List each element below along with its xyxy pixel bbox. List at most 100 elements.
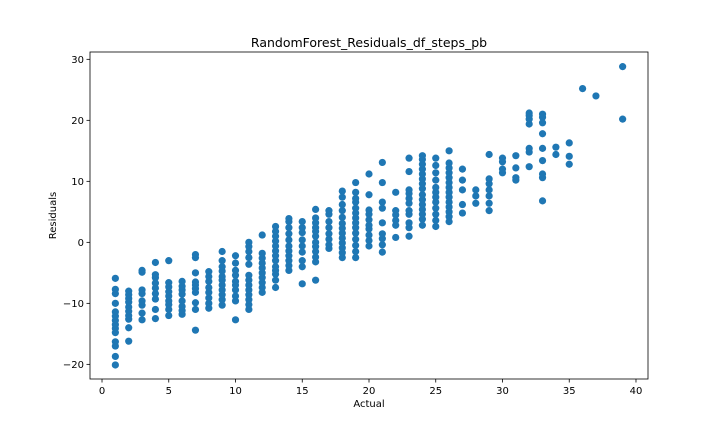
data-point (432, 176, 440, 184)
data-point (552, 150, 560, 159)
data-point (125, 324, 133, 332)
data-point (325, 224, 333, 232)
data-point (298, 257, 306, 265)
data-point (111, 308, 119, 316)
data-point (285, 242, 293, 250)
data-point (485, 150, 493, 159)
y-axis-label: Residuals (48, 192, 59, 239)
data-point (405, 219, 413, 227)
data-point (378, 241, 386, 249)
data-point (231, 277, 240, 285)
data-point (298, 248, 306, 256)
data-point (512, 152, 520, 160)
data-point (352, 254, 360, 262)
data-point (165, 279, 173, 287)
data-point (218, 247, 226, 256)
data-point (538, 130, 547, 138)
data-point (378, 204, 386, 212)
x-tick-label: 30 (496, 386, 509, 397)
data-point (312, 253, 320, 261)
data-point (565, 152, 573, 160)
data-point (258, 231, 266, 239)
data-point (325, 235, 333, 243)
data-point (338, 213, 346, 221)
data-point (365, 231, 373, 239)
data-point (485, 199, 493, 207)
data-point (218, 263, 226, 271)
data-point (178, 302, 186, 310)
data-point (205, 294, 213, 302)
data-point (338, 193, 346, 201)
data-point (231, 292, 240, 300)
data-point (191, 305, 200, 314)
data-point (138, 309, 146, 317)
data-point (485, 175, 493, 183)
data-point (338, 207, 346, 215)
data-point (365, 221, 373, 229)
data-point (538, 144, 547, 152)
data-point (485, 207, 493, 215)
data-point (165, 257, 173, 265)
data-point (191, 299, 200, 307)
data-point (218, 301, 226, 309)
data-point (432, 169, 440, 177)
data-point (619, 115, 627, 123)
data-point (365, 216, 373, 224)
data-point (298, 280, 306, 288)
data-point (271, 276, 280, 284)
data-point (392, 207, 400, 215)
data-point (271, 283, 280, 292)
data-point (298, 218, 306, 226)
y-tick-label: 30 (71, 55, 84, 66)
data-point (405, 167, 413, 176)
x-tick-label: 35 (563, 386, 576, 397)
data-point (365, 236, 373, 245)
data-point (325, 230, 333, 238)
data-point (298, 263, 306, 271)
data-point (365, 206, 373, 214)
y-tick-label: 10 (71, 177, 84, 188)
data-point (191, 250, 200, 259)
data-point (111, 285, 119, 293)
data-point (352, 247, 360, 256)
data-point (178, 277, 186, 285)
data-point (151, 271, 160, 279)
data-point (151, 279, 160, 287)
data-point (525, 163, 533, 171)
x-tick-label: 25 (429, 386, 442, 397)
data-point (151, 258, 160, 267)
data-point (352, 229, 360, 237)
data-point (405, 232, 413, 240)
data-point (271, 263, 280, 271)
data-point (432, 216, 440, 224)
data-point (458, 200, 467, 209)
data-point (512, 164, 520, 172)
data-point (325, 218, 333, 226)
data-point (405, 207, 413, 215)
data-point (298, 236, 306, 244)
data-point (378, 198, 386, 206)
y-tick-label: 0 (78, 238, 84, 249)
data-point (418, 191, 426, 199)
data-point (151, 305, 160, 314)
data-point (245, 254, 253, 262)
data-point (485, 186, 493, 194)
data-point (445, 159, 453, 167)
x-tick-label: 20 (363, 386, 376, 397)
data-point (365, 242, 373, 250)
data-point (205, 268, 213, 276)
data-point (565, 160, 573, 168)
data-point (565, 139, 573, 147)
data-point (365, 170, 373, 178)
data-point (472, 192, 480, 200)
data-point (245, 260, 253, 268)
data-point (111, 299, 119, 307)
data-point (285, 214, 293, 223)
data-point (472, 199, 480, 207)
data-point (378, 178, 386, 187)
data-point (245, 238, 253, 246)
data-point (338, 187, 346, 195)
data-point (111, 361, 119, 369)
data-point (285, 230, 293, 238)
